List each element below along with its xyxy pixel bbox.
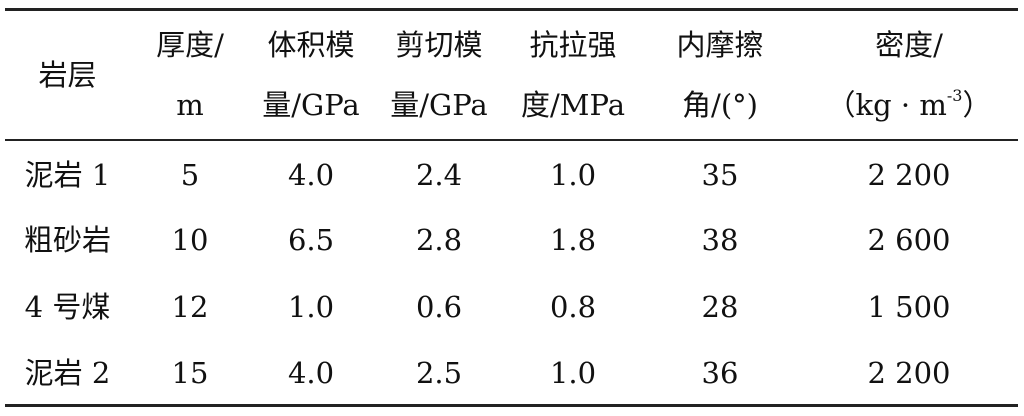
table-cell: 2.5: [415, 356, 463, 390]
table-cell: 4.0: [287, 356, 335, 390]
table-cell: 粗砂岩: [23, 223, 111, 257]
table-cell: 38: [701, 223, 739, 257]
header-unit-part: -3: [946, 86, 963, 105]
table-cell: 5: [180, 158, 200, 192]
table-cell: 1 500: [867, 290, 951, 324]
table-cell: 1.0: [549, 356, 597, 390]
header-rule: [5, 139, 1018, 141]
header-line2: 度/MPa: [521, 88, 625, 122]
table-cell: 1.8: [549, 223, 597, 257]
table-cell: 4 号煤: [24, 290, 111, 324]
table-cell: 12: [171, 290, 209, 324]
table-cell: 0.6: [415, 290, 463, 324]
header-unit-part: （kg · m: [826, 88, 947, 122]
header-line2: 角/(°): [682, 88, 758, 122]
table-cell: 2 200: [867, 356, 951, 390]
table-cell: 泥岩 1: [24, 158, 111, 192]
header-rock-layer: 岩层: [38, 58, 97, 92]
header-line1: 体积模: [267, 28, 355, 62]
table-cell: 2.4: [415, 158, 463, 192]
table-cell: 2 600: [867, 223, 951, 257]
header-unit-part: ）: [962, 88, 992, 122]
table-cell: 1.0: [549, 158, 597, 192]
table-cell: 2.8: [415, 223, 463, 257]
table-cell: 泥岩 2: [24, 356, 111, 390]
header-line1: 内摩擦: [676, 28, 764, 62]
header-line2: （kg · m-3）: [800, 86, 1018, 123]
header-line2: 量/GPa: [390, 88, 488, 122]
header-line1: 抗拉强: [529, 28, 617, 62]
header-line1: 密度/: [875, 28, 943, 62]
table-cell: 10: [171, 223, 209, 257]
table-cell: 28: [701, 290, 739, 324]
table-cell: 36: [701, 356, 739, 390]
header-line2: 量/GPa: [262, 88, 360, 122]
table-cell: 2 200: [867, 158, 951, 192]
table-cell: 4.0: [287, 158, 335, 192]
header-line2: m: [176, 88, 204, 122]
header-line1: 厚度/: [156, 28, 224, 62]
table-cell: 15: [171, 356, 209, 390]
top-rule: [5, 8, 1018, 11]
header-line1: 剪切模: [395, 28, 483, 62]
table-cell: 6.5: [287, 223, 335, 257]
table-cell: 0.8: [549, 290, 597, 324]
table-cell: 35: [701, 158, 739, 192]
table-cell: 1.0: [287, 290, 335, 324]
bottom-rule: [5, 404, 1018, 407]
